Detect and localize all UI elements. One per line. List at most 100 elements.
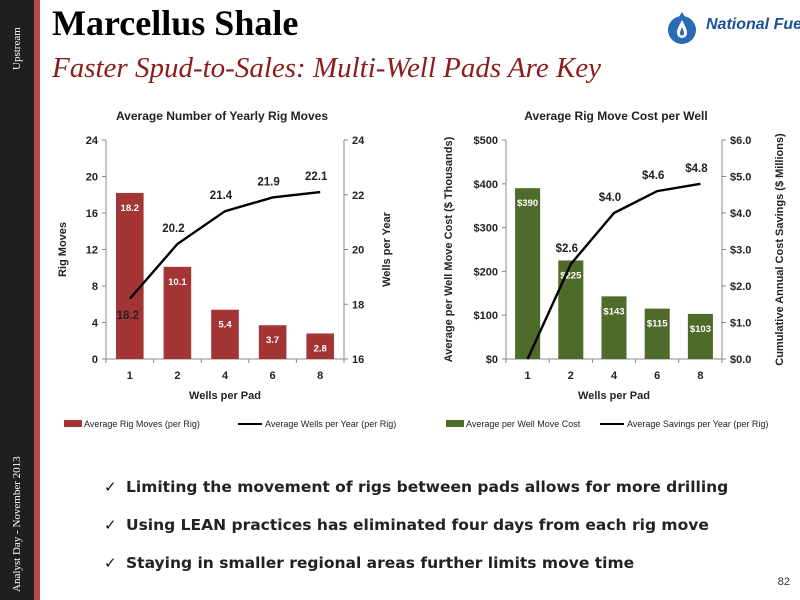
bar [601, 296, 627, 359]
y2-tick-label: 24 [352, 135, 365, 147]
y2-tick-label: $0.0 [730, 354, 751, 366]
bar-label: $103 [690, 324, 711, 335]
y2-tick-label: 20 [352, 245, 364, 257]
bar-label: $115 [647, 319, 668, 330]
charts-area: Average Number of Yearly Rig Moves048121… [57, 109, 786, 429]
line-label: $4.0 [599, 192, 621, 204]
x-tick-label: 2 [174, 370, 180, 382]
y2-axis-label: Cumulative Annual Cost Savings ($ Millio… [774, 133, 786, 366]
bar-label: $225 [560, 270, 582, 281]
y2-axis-label: Wells per Year [381, 211, 393, 287]
x-tick-label: 6 [270, 370, 276, 382]
bar [306, 333, 335, 359]
y-tick-label: $0 [486, 354, 498, 366]
x-tick-label: 8 [697, 370, 703, 382]
y-tick-label: 24 [86, 135, 99, 147]
bar [515, 188, 541, 359]
bar-label: 3.7 [266, 335, 279, 346]
y-axis-label: Average per Well Move Cost ($ Thousands) [443, 136, 455, 362]
page-title: Marcellus Shale [52, 3, 299, 43]
bar-label: $143 [603, 306, 624, 317]
page-subtitle: Faster Spud-to-Sales: Multi-Well Pads Ar… [52, 52, 602, 84]
bar [115, 192, 144, 359]
y2-tick-label: $6.0 [730, 135, 751, 147]
bar [258, 325, 287, 359]
y2-tick-label: 22 [352, 190, 364, 202]
legend-bar-swatch [64, 420, 82, 427]
x-axis-label: Wells per Pad [189, 390, 261, 402]
bar-label: 5.4 [218, 320, 232, 331]
y-tick-label: 20 [86, 172, 98, 184]
bar [163, 266, 192, 359]
chart-title: Average Number of Yearly Rig Moves [116, 109, 328, 123]
x-tick-label: 4 [222, 370, 229, 382]
line-label: $4.8 [685, 163, 708, 175]
bar-label: 2.8 [314, 343, 327, 354]
series-line [526, 182, 701, 360]
bullet-item: ✓ Staying in smaller regional areas furth… [104, 544, 728, 582]
page-number: 82 [777, 576, 790, 588]
sidebar-bottom-text: Analyst Day - November 2013 [11, 456, 23, 592]
line-label: 18.2 [117, 310, 139, 322]
legend-bar-swatch [446, 420, 464, 427]
line-label: $2.6 [556, 243, 578, 255]
chart-title: Average Rig Move Cost per Well [524, 109, 707, 123]
x-tick-label: 2 [568, 370, 574, 382]
sidebar-accent [34, 0, 40, 600]
y-tick-label: $300 [474, 223, 498, 235]
y-tick-label: $100 [474, 310, 498, 322]
bar-label: 18.2 [121, 203, 140, 214]
y-tick-label: 16 [86, 208, 98, 220]
sidebar [0, 0, 34, 600]
bar [644, 308, 670, 359]
sidebar-top-text: Upstream [11, 27, 23, 70]
bullet-text: Using LEAN practices has eliminated four… [126, 516, 709, 534]
x-axis-label: Wells per Pad [578, 390, 650, 402]
y2-tick-label: $5.0 [730, 172, 751, 184]
line-label: 21.4 [210, 190, 233, 202]
x-tick-label: 6 [654, 370, 660, 382]
line-label: 20.2 [162, 223, 184, 235]
bar [211, 309, 239, 359]
bullet-item: ✓ Limiting the movement of rigs between p… [104, 468, 728, 506]
check-icon: ✓ [104, 516, 117, 534]
y-tick-label: $200 [474, 266, 498, 278]
y-tick-label: 0 [92, 354, 98, 366]
bullet-list: ✓ Limiting the movement of rigs between p… [104, 468, 728, 582]
legend-bar-label: Average per Well Move Cost [466, 419, 581, 429]
x-tick-label: 4 [611, 370, 618, 382]
y-tick-label: $400 [474, 179, 498, 191]
y-tick-label: 8 [92, 281, 98, 293]
x-tick-label: 8 [317, 370, 323, 382]
x-tick-label: 1 [127, 370, 133, 382]
logo-text: National Fuel [706, 16, 800, 33]
y-tick-label: 4 [92, 318, 99, 330]
logo [668, 12, 696, 44]
series-line [128, 190, 321, 300]
legend-line-label: Average Savings per Year (per Rig) [627, 419, 768, 429]
legend-line-label: Average Wells per Year (per Rig) [265, 419, 396, 429]
bullet-text: Staying in smaller regional areas furthe… [126, 554, 635, 572]
bar [558, 260, 584, 359]
y2-tick-label: 16 [352, 354, 364, 366]
y2-tick-label: $1.0 [730, 318, 751, 330]
bar-label: $390 [517, 198, 538, 209]
y2-tick-label: $4.0 [730, 208, 751, 220]
y-tick-label: $500 [474, 135, 498, 147]
line-label: 21.9 [257, 176, 279, 188]
check-icon: ✓ [104, 478, 117, 496]
flame-drop-icon [668, 12, 696, 44]
y2-tick-label: $2.0 [730, 281, 751, 293]
y-axis-label: Rig Moves [57, 222, 69, 277]
legend-bar-label: Average Rig Moves (per Rig) [84, 419, 200, 429]
check-icon: ✓ [104, 554, 117, 572]
bullet-text: Limiting the movement of rigs between pa… [126, 478, 729, 496]
line-label: 22.1 [305, 171, 328, 183]
y2-tick-label: 18 [352, 299, 364, 311]
bar-label: 10.1 [168, 277, 187, 288]
bullet-item: ✓ Using LEAN practices has eliminated fou… [104, 506, 728, 544]
y2-tick-label: $3.0 [730, 245, 751, 257]
bar [687, 313, 713, 359]
line-label: $4.6 [642, 170, 664, 182]
x-tick-label: 1 [525, 370, 531, 382]
